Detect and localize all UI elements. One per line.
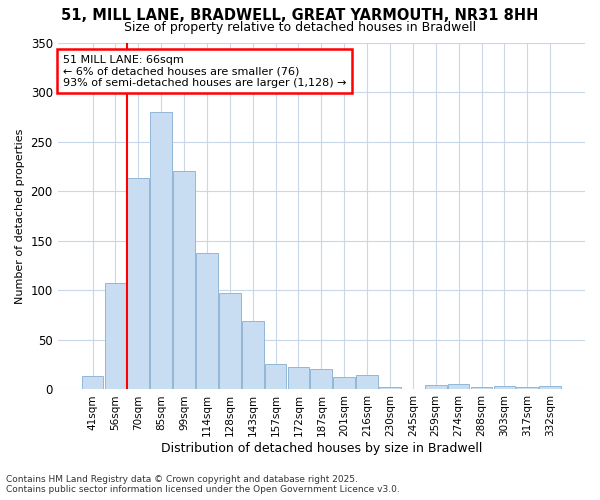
Bar — [334, 376, 355, 390]
Bar — [127, 178, 149, 390]
Bar — [196, 252, 218, 390]
Text: Size of property relative to detached houses in Bradwell: Size of property relative to detached ho… — [124, 21, 476, 34]
Bar — [517, 388, 538, 390]
Bar — [539, 386, 561, 390]
Bar — [379, 388, 401, 390]
Text: 51 MILL LANE: 66sqm
← 6% of detached houses are smaller (76)
93% of semi-detache: 51 MILL LANE: 66sqm ← 6% of detached hou… — [63, 54, 346, 88]
X-axis label: Distribution of detached houses by size in Bradwell: Distribution of detached houses by size … — [161, 442, 482, 455]
Y-axis label: Number of detached properties: Number of detached properties — [15, 128, 25, 304]
Bar — [265, 364, 286, 390]
Bar — [104, 284, 126, 390]
Text: 51, MILL LANE, BRADWELL, GREAT YARMOUTH, NR31 8HH: 51, MILL LANE, BRADWELL, GREAT YARMOUTH,… — [61, 8, 539, 22]
Bar — [448, 384, 469, 390]
Bar — [242, 321, 263, 390]
Bar — [356, 374, 378, 390]
Bar — [310, 368, 332, 390]
Bar — [470, 388, 493, 390]
Bar — [173, 172, 195, 390]
Text: Contains HM Land Registry data © Crown copyright and database right 2025.
Contai: Contains HM Land Registry data © Crown c… — [6, 474, 400, 494]
Bar — [425, 386, 446, 390]
Bar — [219, 294, 241, 390]
Bar — [287, 366, 310, 390]
Bar — [150, 112, 172, 390]
Bar — [494, 386, 515, 390]
Bar — [82, 376, 103, 390]
